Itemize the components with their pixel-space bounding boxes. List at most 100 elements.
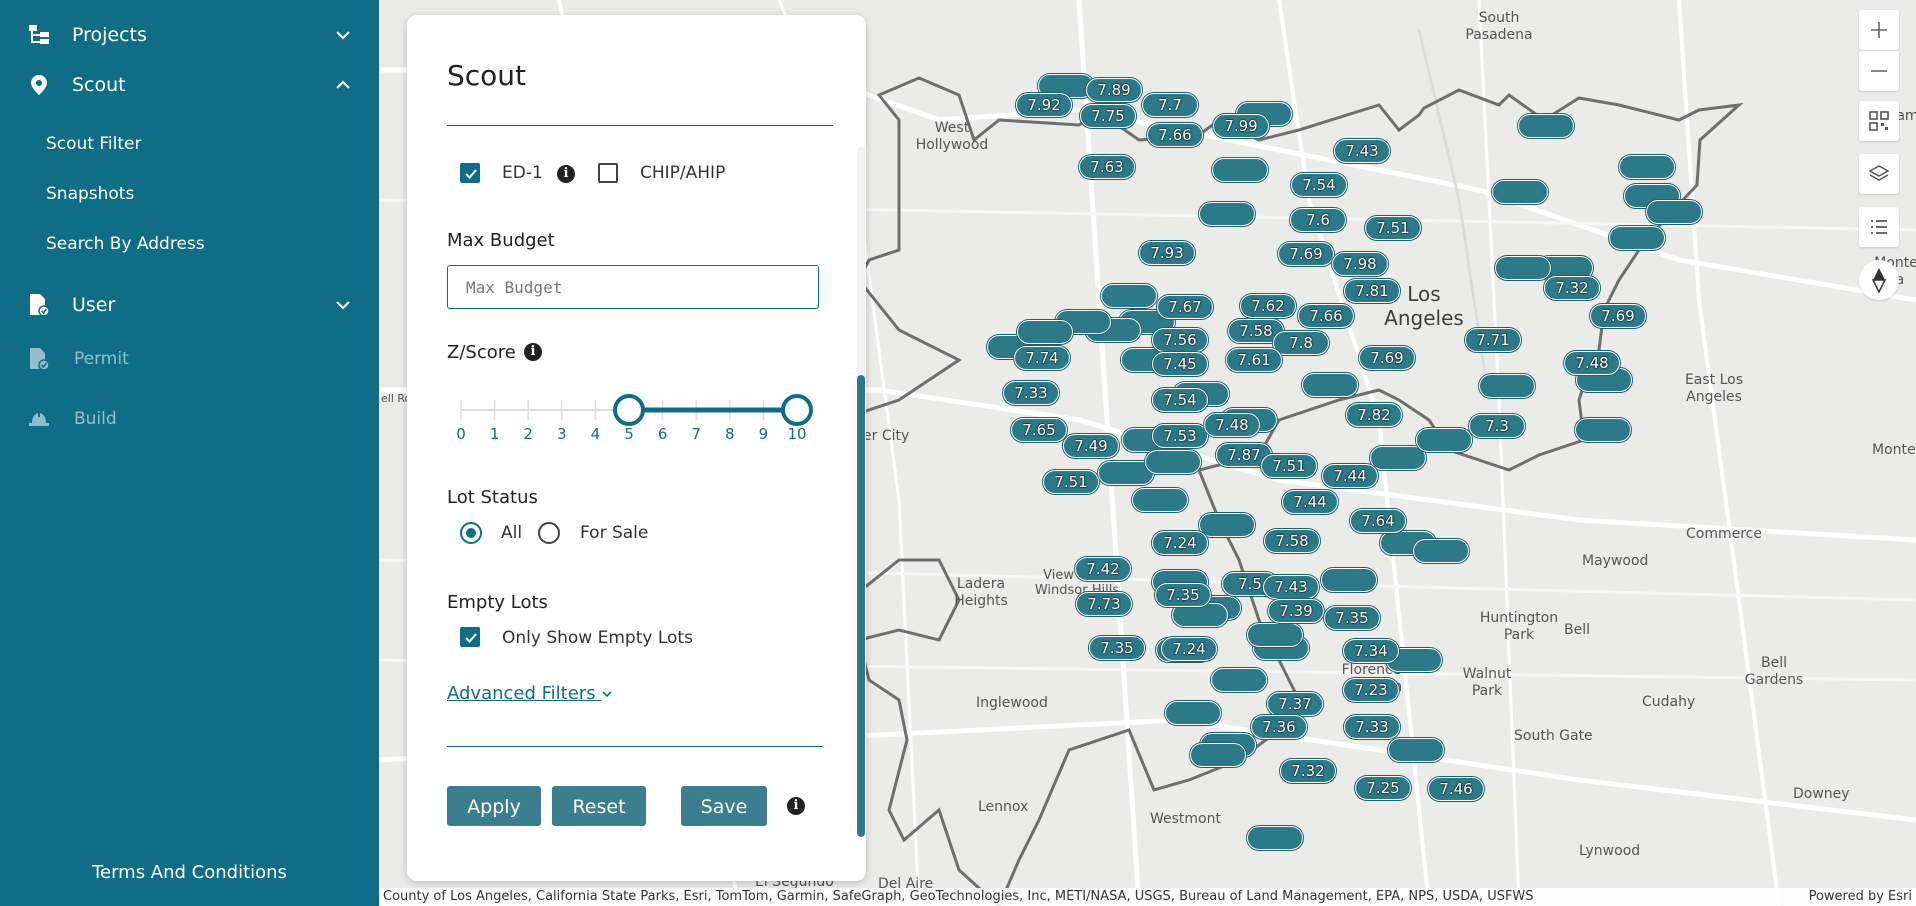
ed1-info-icon[interactable]: i bbox=[557, 165, 575, 183]
lot-status-all-radio[interactable] bbox=[460, 522, 482, 544]
parcel-marker[interactable]: 7.71 bbox=[1465, 328, 1521, 352]
parcel-marker[interactable]: 7.36 bbox=[1251, 715, 1307, 739]
parcel-marker[interactable]: 7.43 bbox=[1334, 139, 1390, 163]
parcel-marker[interactable]: 7.48 bbox=[1204, 413, 1260, 437]
parcel-marker[interactable] bbox=[1518, 114, 1574, 138]
parcel-marker[interactable]: 7.98 bbox=[1332, 252, 1388, 276]
parcel-marker[interactable] bbox=[1247, 826, 1303, 850]
parcel-marker[interactable]: 7.35 bbox=[1324, 606, 1380, 630]
parcel-marker[interactable]: 7.25 bbox=[1355, 776, 1411, 800]
qr-button[interactable] bbox=[1859, 101, 1899, 141]
parcel-marker[interactable] bbox=[1165, 701, 1221, 725]
compass-button[interactable] bbox=[1859, 260, 1899, 300]
nav-projects[interactable]: Projects bbox=[0, 13, 379, 57]
zscore-info-icon[interactable]: i bbox=[524, 343, 542, 361]
parcel-marker[interactable] bbox=[1302, 373, 1358, 397]
parcel-marker[interactable]: 7.24 bbox=[1161, 637, 1217, 661]
parcel-marker[interactable] bbox=[1370, 446, 1426, 470]
parcel-marker[interactable]: 7.74 bbox=[1014, 346, 1070, 370]
chip-checkbox[interactable] bbox=[598, 163, 618, 183]
parcel-marker[interactable]: 7.69 bbox=[1590, 304, 1646, 328]
parcel-marker[interactable]: 7.48 bbox=[1564, 351, 1620, 375]
parcel-marker[interactable] bbox=[1017, 320, 1073, 344]
sidebar-item-scout-filter[interactable]: Scout Filter bbox=[46, 134, 142, 154]
parcel-marker[interactable]: 7.58 bbox=[1264, 529, 1320, 553]
parcel-marker[interactable] bbox=[1646, 200, 1702, 224]
slider-high-handle[interactable] bbox=[781, 394, 813, 426]
parcel-marker[interactable] bbox=[1495, 256, 1551, 280]
parcel-marker[interactable]: 7.63 bbox=[1079, 155, 1135, 179]
parcel-marker[interactable]: 7.62 bbox=[1240, 294, 1296, 318]
parcel-marker[interactable] bbox=[1388, 738, 1444, 762]
parcel-marker[interactable]: 7.67 bbox=[1157, 295, 1213, 319]
parcel-marker[interactable]: 7.33 bbox=[1344, 715, 1400, 739]
parcel-marker[interactable]: 7.37 bbox=[1267, 692, 1323, 716]
powered-by-text[interactable]: Powered by Esri bbox=[1808, 889, 1912, 904]
parcel-marker[interactable]: 7.66 bbox=[1147, 123, 1203, 147]
slider-low-handle[interactable] bbox=[613, 394, 645, 426]
sidebar-item-snapshots[interactable]: Snapshots bbox=[46, 184, 135, 204]
parcel-marker[interactable] bbox=[1145, 450, 1201, 474]
advanced-filters-toggle[interactable]: Advanced Filters bbox=[447, 683, 613, 704]
parcel-marker[interactable]: 7.92 bbox=[1016, 93, 1072, 117]
zoom-out-button[interactable] bbox=[1859, 50, 1899, 91]
parcel-marker[interactable] bbox=[1172, 603, 1228, 627]
parcel-marker[interactable]: 7.34 bbox=[1343, 639, 1399, 663]
parcel-marker[interactable]: 7.33 bbox=[1003, 381, 1059, 405]
panel-scrollbar-thumb[interactable] bbox=[857, 375, 865, 837]
nav-user[interactable]: User bbox=[0, 283, 379, 327]
parcel-marker[interactable]: 7.51 bbox=[1261, 454, 1317, 478]
parcel-marker[interactable] bbox=[1199, 202, 1255, 226]
zscore-slider[interactable] bbox=[447, 380, 837, 460]
sidebar-item-search-by-address[interactable]: Search By Address bbox=[46, 234, 205, 254]
zoom-in-button[interactable] bbox=[1859, 10, 1899, 50]
parcel-marker[interactable]: 7.46 bbox=[1428, 777, 1484, 801]
parcel-marker[interactable]: 7.61 bbox=[1226, 348, 1282, 372]
parcel-marker[interactable] bbox=[1211, 668, 1267, 692]
parcel-marker[interactable]: 7.49 bbox=[1063, 434, 1119, 458]
parcel-marker[interactable]: 7.54 bbox=[1291, 173, 1347, 197]
terms-link[interactable]: Terms And Conditions bbox=[92, 862, 287, 883]
parcel-marker[interactable]: 7.66 bbox=[1298, 304, 1354, 328]
parcel-marker[interactable]: 7.65 bbox=[1011, 418, 1067, 442]
max-budget-input[interactable] bbox=[447, 265, 819, 309]
parcel-marker[interactable] bbox=[1479, 374, 1535, 398]
parcel-marker[interactable] bbox=[1199, 513, 1255, 537]
parcel-marker[interactable]: 7.45 bbox=[1152, 352, 1208, 376]
parcel-marker[interactable] bbox=[1247, 623, 1303, 647]
parcel-marker[interactable]: 7.7 bbox=[1142, 93, 1198, 117]
parcel-marker[interactable]: 7.35 bbox=[1155, 583, 1211, 607]
parcel-marker[interactable] bbox=[1619, 155, 1675, 179]
parcel-marker[interactable]: 7.44 bbox=[1322, 464, 1378, 488]
reset-button[interactable]: Reset bbox=[552, 786, 646, 826]
ed1-checkbox[interactable] bbox=[460, 163, 480, 183]
empty-lots-checkbox[interactable] bbox=[460, 627, 480, 647]
parcel-marker[interactable] bbox=[1101, 284, 1157, 308]
parcel-marker[interactable]: 7.39 bbox=[1268, 599, 1324, 623]
parcel-marker[interactable]: 7.23 bbox=[1343, 678, 1399, 702]
nav-scout[interactable]: Scout bbox=[0, 63, 379, 107]
parcel-marker[interactable] bbox=[1413, 539, 1469, 563]
parcel-marker[interactable]: 7.89 bbox=[1086, 78, 1142, 102]
parcel-marker[interactable]: 7.82 bbox=[1346, 403, 1402, 427]
parcel-marker[interactable]: 7.24 bbox=[1152, 531, 1208, 555]
parcel-marker[interactable] bbox=[1609, 226, 1665, 250]
parcel-marker[interactable] bbox=[1492, 180, 1548, 204]
parcel-marker[interactable]: 7.32 bbox=[1280, 759, 1336, 783]
nav-permit[interactable]: Permit bbox=[0, 337, 379, 381]
parcel-marker[interactable]: 7.44 bbox=[1282, 490, 1338, 514]
parcel-marker[interactable]: 7.51 bbox=[1043, 470, 1099, 494]
parcel-marker[interactable]: 7.93 bbox=[1139, 241, 1195, 265]
lot-status-for-sale-radio[interactable] bbox=[538, 522, 560, 544]
parcel-marker[interactable] bbox=[1321, 568, 1377, 592]
parcel-marker[interactable] bbox=[1212, 158, 1268, 182]
parcel-marker[interactable]: 7.64 bbox=[1350, 509, 1406, 533]
parcel-marker[interactable]: 7.8 bbox=[1273, 331, 1329, 355]
parcel-marker[interactable]: 7.69 bbox=[1359, 346, 1415, 370]
parcel-marker[interactable]: 7.53 bbox=[1152, 424, 1208, 448]
parcel-marker[interactable]: 7.81 bbox=[1344, 279, 1400, 303]
parcel-marker[interactable]: 7.6 bbox=[1290, 208, 1346, 232]
parcel-marker[interactable]: 7.99 bbox=[1213, 114, 1269, 138]
save-button[interactable]: Save bbox=[681, 786, 767, 826]
parcel-marker[interactable]: 7.56 bbox=[1152, 328, 1208, 352]
